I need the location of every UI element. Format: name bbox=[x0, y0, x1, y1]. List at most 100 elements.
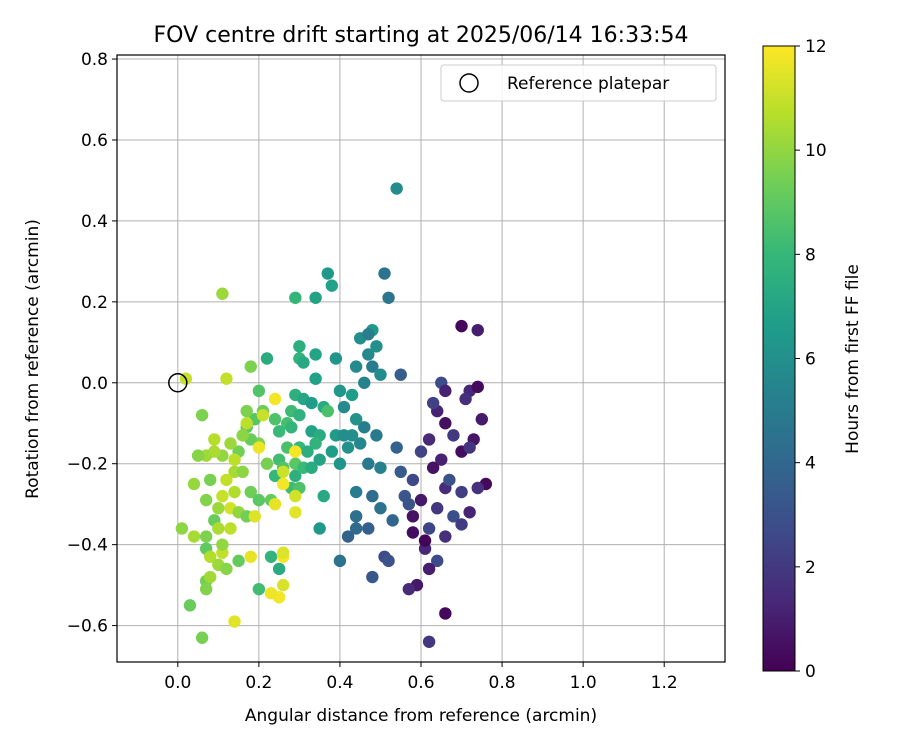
data-point bbox=[349, 485, 363, 499]
data-point bbox=[208, 433, 221, 446]
data-point bbox=[252, 582, 266, 596]
data-point bbox=[301, 445, 314, 458]
data-point bbox=[204, 473, 217, 487]
data-point bbox=[264, 550, 278, 563]
data-point bbox=[204, 570, 217, 584]
data-point bbox=[378, 267, 391, 280]
y-tick-label: 0.6 bbox=[81, 131, 108, 151]
x-axis-ticks: 0.0 0.2 0.4 0.6 0.8 1.0 1.2 bbox=[164, 662, 678, 693]
data-point bbox=[224, 522, 237, 535]
data-point bbox=[402, 497, 416, 511]
data-point bbox=[431, 554, 444, 568]
data-point bbox=[175, 522, 189, 535]
data-point bbox=[406, 526, 420, 539]
data-point bbox=[333, 457, 347, 470]
data-point bbox=[220, 372, 233, 385]
data-point bbox=[463, 441, 476, 454]
data-point bbox=[224, 437, 237, 450]
data-point bbox=[370, 340, 383, 353]
data-point bbox=[439, 530, 452, 543]
y-tick-label: −0.6 bbox=[67, 617, 108, 637]
data-point bbox=[313, 453, 326, 466]
data-point bbox=[439, 417, 452, 430]
data-point bbox=[313, 522, 326, 535]
data-point bbox=[345, 388, 359, 402]
data-point bbox=[406, 510, 420, 523]
reference-platepar-marker bbox=[168, 373, 188, 393]
colorbar-tick-label: 2 bbox=[805, 558, 816, 578]
data-point bbox=[362, 522, 375, 535]
data-point bbox=[293, 340, 306, 353]
y-tick-label: 0.4 bbox=[81, 212, 108, 232]
data-point bbox=[349, 413, 363, 426]
legend-label: Reference platepar bbox=[507, 74, 669, 94]
data-point bbox=[471, 380, 484, 394]
data-point bbox=[447, 510, 460, 523]
data-point bbox=[232, 554, 245, 568]
data-point bbox=[374, 502, 387, 515]
data-point bbox=[276, 578, 290, 592]
data-point bbox=[406, 473, 420, 487]
data-point bbox=[439, 384, 452, 398]
data-point bbox=[212, 522, 225, 535]
data-point bbox=[199, 530, 213, 543]
data-point bbox=[309, 372, 322, 385]
data-point bbox=[349, 360, 363, 373]
data-point bbox=[422, 635, 436, 648]
data-point bbox=[268, 497, 282, 511]
x-tick-label: 0.0 bbox=[164, 673, 191, 693]
data-point bbox=[199, 582, 213, 596]
data-point bbox=[268, 392, 282, 406]
data-point bbox=[317, 489, 330, 503]
data-point bbox=[240, 404, 253, 418]
data-point bbox=[394, 368, 407, 381]
legend-box: Reference platepar bbox=[440, 64, 717, 102]
data-point bbox=[455, 518, 468, 531]
data-point bbox=[305, 396, 318, 410]
data-point bbox=[426, 461, 440, 474]
y-axis-ticks: −0.6 −0.4 −0.2 0.0 0.2 0.4 0.6 0.8 bbox=[67, 50, 117, 637]
data-point bbox=[260, 352, 274, 365]
data-point bbox=[422, 562, 436, 576]
data-point bbox=[272, 562, 286, 576]
data-point bbox=[289, 445, 302, 458]
colorbar-ticks: 0 2 4 6 8 10 12 bbox=[795, 37, 827, 682]
data-point bbox=[191, 449, 205, 462]
legend-marker-open-circle bbox=[459, 73, 479, 93]
colorbar-tick-label: 8 bbox=[805, 245, 816, 265]
data-point bbox=[362, 348, 375, 361]
data-point bbox=[341, 530, 355, 543]
data-point bbox=[183, 599, 197, 612]
data-point bbox=[236, 465, 249, 479]
colorbar-tick-label: 12 bbox=[805, 37, 827, 57]
data-point bbox=[228, 615, 241, 628]
data-point bbox=[358, 421, 371, 434]
data-point bbox=[228, 453, 241, 466]
y-tick-label: 0.2 bbox=[81, 293, 108, 313]
data-point bbox=[366, 360, 379, 373]
colorbar-label: Hours from first FF file bbox=[843, 264, 863, 454]
data-point bbox=[362, 328, 375, 341]
data-point bbox=[216, 287, 229, 300]
data-point bbox=[289, 469, 302, 483]
x-axis-label: Angular distance from reference (arcmin) bbox=[245, 706, 597, 726]
data-point bbox=[228, 485, 241, 499]
data-point bbox=[252, 441, 266, 454]
data-point bbox=[195, 408, 209, 422]
data-point bbox=[212, 502, 225, 515]
colorbar-gradient bbox=[762, 45, 796, 672]
data-point bbox=[244, 550, 257, 563]
data-point bbox=[289, 506, 302, 519]
data-point bbox=[366, 489, 379, 503]
data-point bbox=[187, 530, 201, 543]
data-point bbox=[252, 384, 266, 398]
y-axis-label: Rotation from reference (arcmin) bbox=[23, 219, 43, 499]
data-point bbox=[435, 453, 448, 466]
data-point bbox=[252, 493, 266, 507]
colorbar: 0 2 4 6 8 10 12 Hours from first FF file bbox=[762, 37, 863, 682]
data-point bbox=[244, 360, 257, 373]
data-point bbox=[285, 421, 298, 434]
data-point bbox=[382, 554, 395, 568]
data-point bbox=[422, 522, 436, 535]
